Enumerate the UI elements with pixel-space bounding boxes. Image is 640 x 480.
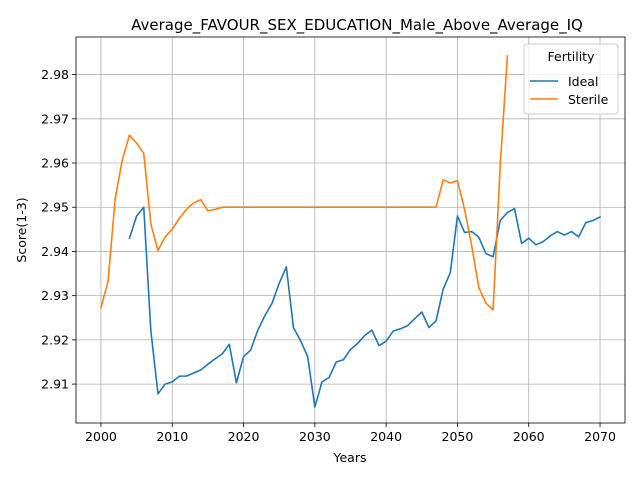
y-tick-label: 2.93 — [41, 288, 69, 303]
x-tick-label: 2070 — [584, 429, 616, 444]
x-axis-label: Years — [333, 450, 367, 465]
y-tick-label: 2.95 — [41, 200, 69, 215]
series-line-ideal — [128, 206, 602, 408]
y-tick-label: 2.91 — [41, 377, 69, 392]
y-tick-label: 2.92 — [41, 332, 69, 347]
y-tick-label: 2.94 — [41, 244, 69, 259]
x-tick-label: 2020 — [228, 429, 260, 444]
series-line-sterile — [99, 55, 509, 311]
y-axis-label: Score(1-3) — [14, 197, 29, 262]
x-tick-label: 2010 — [156, 429, 188, 444]
x-tick-label: 2000 — [85, 429, 117, 444]
series-lines — [99, 55, 602, 408]
chart-title: Average_FAVOUR_SEX_EDUCATION_Male_Above_… — [131, 16, 583, 35]
legend: Fertility Ideal Sterile — [523, 43, 619, 115]
legend-label-sterile: Sterile — [568, 92, 609, 107]
legend-box — [523, 43, 619, 115]
y-tick-label: 2.96 — [41, 156, 69, 171]
y-tick-label: 2.97 — [41, 111, 69, 126]
plot-area-frame — [75, 36, 626, 424]
x-tick-label: 2030 — [299, 429, 331, 444]
x-tick-label: 2050 — [442, 429, 474, 444]
axis-ticks: 2000 2010 2020 2030 2040 2050 2060 2070 2.91 2.92… — [41, 67, 616, 444]
x-tick-label: 2040 — [370, 429, 402, 444]
x-tick-label: 2060 — [513, 429, 545, 444]
legend-title: Fertility — [548, 49, 596, 64]
legend-label-ideal: Ideal — [568, 74, 598, 89]
y-tick-label: 2.98 — [41, 67, 69, 82]
